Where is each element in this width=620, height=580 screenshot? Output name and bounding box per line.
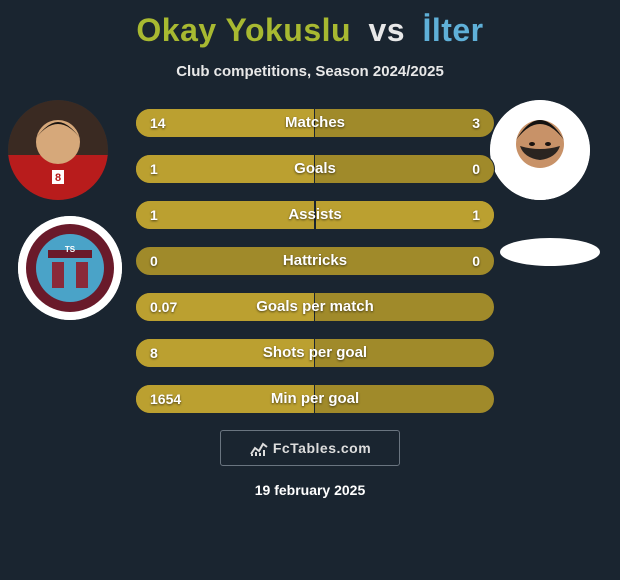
stat-row: 00Hattricks <box>135 246 495 276</box>
stat-label: Shots per goal <box>136 339 494 367</box>
stat-row: 11Assists <box>135 200 495 230</box>
player2-avatar <box>490 100 590 200</box>
player1-name: Okay Yokuslu <box>136 12 351 48</box>
player2-team-badge <box>500 238 600 266</box>
stat-bars: 143Matches 10Goals 11Assists 00Hattricks 0.0… <box>135 108 495 414</box>
brand-name: FcTables.com <box>273 440 371 456</box>
stat-label: Goals <box>136 155 494 183</box>
page-title: Okay Yokuslu vs İlter <box>0 0 620 49</box>
player1-team-badge: TS <box>18 216 122 320</box>
player2-name: İlter <box>422 12 483 48</box>
comparison-panel: 8 TS 143Matches 10Goals 11Assists 00Hattric… <box>0 108 620 414</box>
stat-label: Goals per match <box>136 293 494 321</box>
player1-avatar: 8 <box>8 100 108 200</box>
stat-row: 10Goals <box>135 154 495 184</box>
svg-text:TS: TS <box>65 245 76 254</box>
stat-row: 0.07Goals per match <box>135 292 495 322</box>
stat-label: Assists <box>136 201 494 229</box>
brand-badge[interactable]: FcTables.com <box>220 430 400 466</box>
subtitle: Club competitions, Season 2024/2025 <box>0 63 620 80</box>
chart-icon <box>249 438 269 458</box>
svg-text:8: 8 <box>55 172 61 184</box>
stat-row: 8Shots per goal <box>135 338 495 368</box>
footer-date: 19 february 2025 <box>0 482 620 498</box>
stat-label: Hattricks <box>136 247 494 275</box>
stat-row: 143Matches <box>135 108 495 138</box>
vs-label: vs <box>368 12 405 48</box>
stat-row: 1654Min per goal <box>135 384 495 414</box>
stat-label: Min per goal <box>136 385 494 413</box>
stat-label: Matches <box>136 109 494 137</box>
